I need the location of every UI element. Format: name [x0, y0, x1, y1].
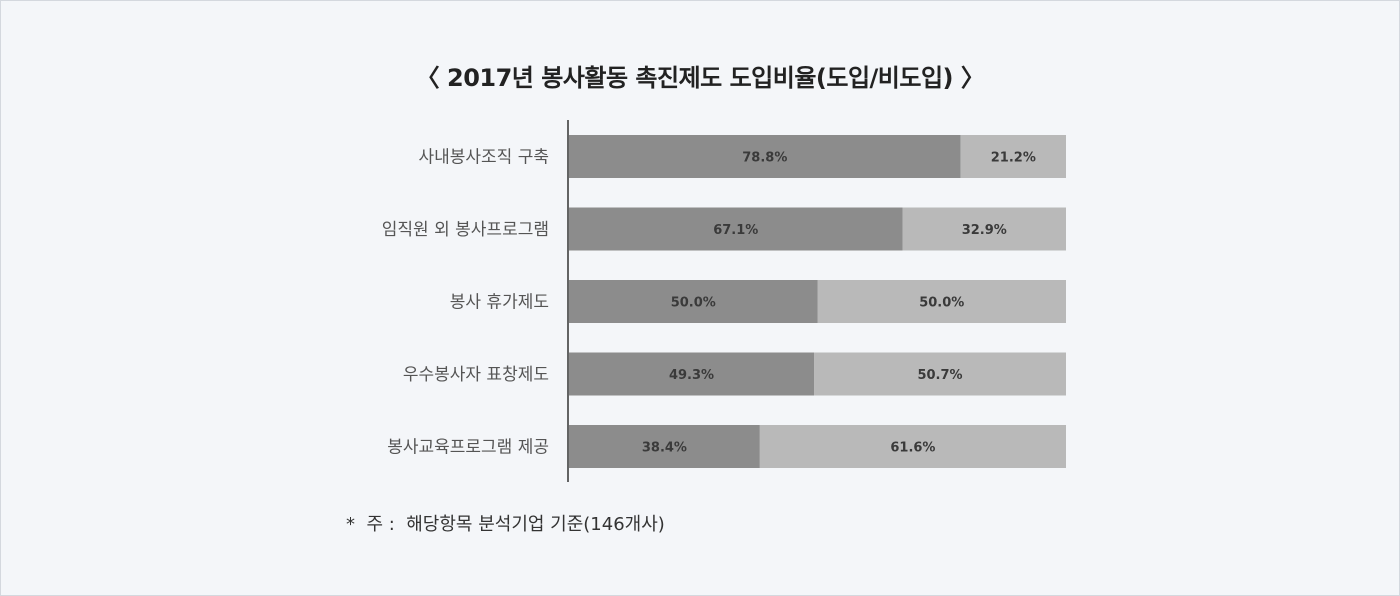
data-label: 38.4%	[642, 441, 687, 456]
data-label: 21.2%	[991, 151, 1036, 166]
bar-segment-not-adopted	[960, 135, 1066, 178]
data-label: 78.8%	[742, 151, 787, 166]
footnote: * 주 : 해당항목 분석기업 기준(146개사)	[346, 514, 665, 535]
data-label: 32.9%	[962, 223, 1007, 238]
bar-segment-not-adopted	[759, 425, 1066, 468]
data-label: 50.0%	[919, 296, 964, 311]
data-label: 50.0%	[671, 296, 716, 311]
bar-segment-not-adopted	[814, 352, 1066, 396]
bar-segment-adopted	[569, 135, 961, 178]
data-label: 61.6%	[890, 441, 935, 456]
bar-segment-not-adopted	[817, 280, 1066, 323]
chart-title: 〈 2017년 봉사활동 촉진제도 도입비율(도입/비도입) 〉	[415, 64, 985, 92]
data-label: 67.1%	[713, 223, 758, 238]
category-label: 사내봉사조직 구축	[418, 148, 549, 168]
category-label: 봉사교육프로그램 제공	[387, 438, 549, 458]
bar-segment-not-adopted	[902, 207, 1066, 251]
category-label: 봉사 휴가제도	[450, 293, 549, 313]
category-label: 우수봉사자 표창제도	[403, 365, 549, 385]
category-label: 임직원 외 봉사프로그램	[382, 220, 549, 240]
data-label: 50.7%	[917, 368, 962, 383]
data-label: 49.3%	[669, 368, 714, 383]
bar-segment-adopted	[569, 280, 818, 323]
bar-segment-adopted	[569, 352, 815, 396]
bar-segment-adopted	[569, 425, 760, 468]
bar-segment-adopted	[569, 207, 903, 251]
